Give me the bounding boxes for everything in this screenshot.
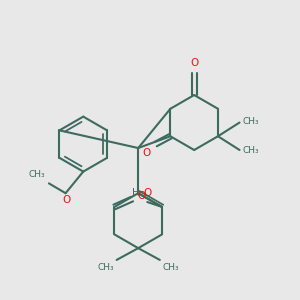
Text: CH₃: CH₃ xyxy=(28,170,45,179)
Text: CH₃: CH₃ xyxy=(163,263,179,272)
Text: CH₃: CH₃ xyxy=(97,263,114,272)
Text: CH₃: CH₃ xyxy=(242,146,259,155)
Text: O: O xyxy=(62,195,71,205)
Text: H: H xyxy=(132,188,140,198)
Text: CH₃: CH₃ xyxy=(242,117,259,126)
Text: O: O xyxy=(190,58,198,68)
Text: O: O xyxy=(142,148,151,158)
Text: O: O xyxy=(137,191,145,201)
Text: O: O xyxy=(143,188,152,198)
